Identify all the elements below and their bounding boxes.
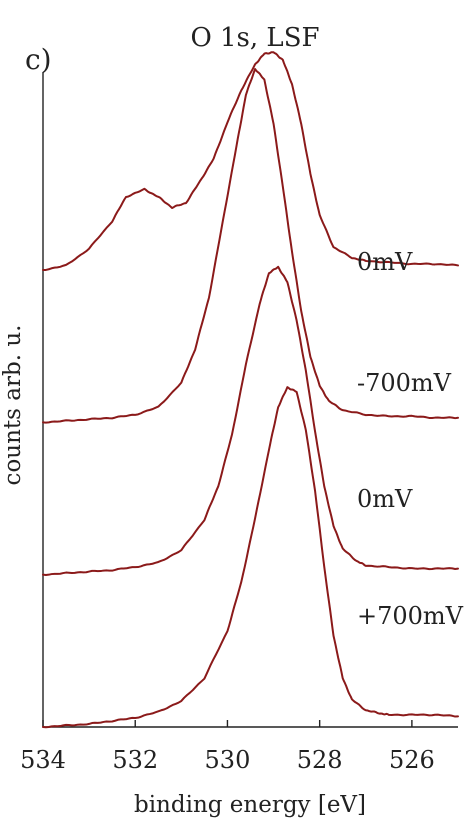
x-tick-label: 532 — [112, 746, 158, 774]
x-tick-label: 528 — [297, 746, 343, 774]
x-axis-label: binding energy [eV] — [134, 792, 366, 818]
series-label: 0mV — [357, 248, 413, 276]
spectrum-line — [42, 51, 459, 272]
chart-title: O 1s, LSF — [190, 23, 319, 53]
y-axis-label: counts arb. u. — [0, 325, 26, 486]
x-tick-label: 526 — [389, 746, 435, 774]
x-tick-label: 534 — [20, 746, 66, 774]
spectrum-line — [42, 265, 459, 576]
series-label: 0mV — [357, 485, 413, 513]
x-tick-label: 530 — [205, 746, 251, 774]
spectrum-line — [42, 68, 459, 424]
spectrum-line — [42, 386, 459, 729]
series-label: +700mV — [357, 602, 464, 630]
x-tick-group: 534 532 530 528 526 — [20, 720, 435, 774]
panel-label: c) — [25, 43, 52, 76]
series-group — [42, 51, 459, 729]
series-label: -700mV — [357, 369, 452, 397]
series-label-group: 0mV -700mV 0mV +700mV — [357, 248, 464, 630]
plot-frame — [42, 72, 458, 728]
